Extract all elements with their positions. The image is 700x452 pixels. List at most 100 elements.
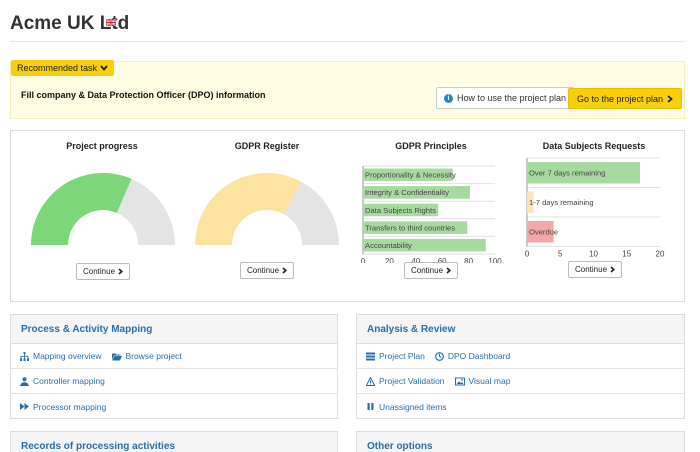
- uk-flag-icon: [106, 19, 116, 26]
- link-label: DPO Dashboard: [447, 351, 511, 361]
- how-to-use-project-plan-button[interactable]: i How to use the project plan: [436, 87, 575, 109]
- bar: [527, 162, 641, 184]
- bar-label: Over 7 days remaining: [529, 169, 605, 178]
- link-label: Mapping overview: [33, 351, 102, 361]
- bar: [363, 203, 439, 217]
- project-progress-filled-slice: [31, 173, 132, 245]
- continue-label: Continue: [83, 267, 116, 276]
- recommended-task-panel: Recommended task Fill company & Data Pro…: [10, 60, 685, 119]
- chevron-right-icon: [282, 267, 288, 274]
- image-icon: [454, 377, 465, 385]
- folder-open-icon: [111, 353, 122, 360]
- bar-label: Accountability: [365, 241, 412, 250]
- bar: [527, 221, 554, 243]
- panel-title: Process & Activity Mapping: [11, 315, 337, 344]
- x-tick-label: 20: [656, 250, 665, 259]
- bar: [527, 191, 534, 213]
- panel-row: Controller mapping: [11, 369, 337, 394]
- panel-row: Mapping overview Browse project: [11, 344, 337, 369]
- gdpr-register-remaining-slice: [283, 181, 339, 245]
- gdpr-register-continue-button[interactable]: Continue: [240, 262, 295, 279]
- other-options-panel: Other options: [356, 431, 685, 452]
- analysis-review-panel: Analysis & Review Project Plan DPO Dashb…: [356, 314, 685, 419]
- charts-panel: Project progress Continue GDPR Register …: [10, 130, 685, 302]
- bar-label: Overdue: [529, 228, 558, 237]
- link-label: Browse project: [125, 351, 182, 361]
- x-tick-label: 10: [589, 250, 598, 259]
- dpo-dashboard-link[interactable]: DPO Dashboard: [434, 351, 511, 361]
- records-of-processing-panel: Records of processing activities: [10, 431, 338, 452]
- x-tick-label: 80: [464, 257, 473, 263]
- bar-label: 1-7 days remaining: [529, 198, 594, 207]
- gdpr-register-filled-slice: [195, 173, 302, 245]
- dashboard-icon: [434, 351, 444, 361]
- browse-project-link[interactable]: Browse project: [111, 351, 182, 361]
- continue-label: Continue: [575, 265, 608, 274]
- chevron-right-icon: [610, 266, 616, 273]
- recommended-task-toggle[interactable]: Recommended task: [11, 60, 115, 76]
- go-to-project-plan-label: Go to the project plan: [577, 93, 664, 104]
- link-label: Visual map: [468, 376, 511, 386]
- bar-label: Proportionality & Necessity: [365, 171, 456, 180]
- chevron-down-icon: [100, 65, 108, 71]
- data-subjects-requests-title: Data Subjects Requests: [542, 141, 646, 151]
- link-label: Project Plan: [379, 351, 425, 361]
- bar: [363, 221, 468, 234]
- link-label: Unassigned items: [379, 401, 447, 412]
- controller-mapping-link[interactable]: Controller mapping: [20, 376, 105, 386]
- project-validation-link[interactable]: Project Validation: [366, 376, 445, 386]
- warning-icon: [366, 376, 375, 386]
- x-tick-label: 5: [558, 250, 563, 259]
- data-subjects-requests-chart: Over 7 days remaining 1-7 days remaining O…: [525, 157, 665, 259]
- link-label: Project Validation: [379, 376, 445, 386]
- panel-title: Analysis & Review: [357, 315, 684, 344]
- bar-label: Integrity & Confidentiality: [365, 188, 449, 197]
- panel-row: Project Plan DPO Dashboard: [357, 344, 684, 369]
- how-to-use-label: How to use the project plan: [457, 93, 567, 103]
- panel-row: Processor mapping: [11, 394, 337, 419]
- gdpr-principles-continue-button[interactable]: Continue: [404, 262, 459, 279]
- project-progress-remaining-slice: [116, 178, 175, 245]
- bar-label: Transfers to third countries: [365, 223, 455, 232]
- gdpr-register-title: GDPR Register: [234, 141, 300, 151]
- x-tick-label: 0: [361, 257, 366, 263]
- page-header: Acme UK Ltd: [10, 10, 685, 42]
- info-icon: i: [444, 93, 453, 103]
- x-tick-label: 0: [525, 250, 530, 259]
- visual-map-link[interactable]: Visual map: [454, 376, 511, 386]
- panel-title: Records of processing activities: [11, 432, 337, 452]
- continue-label: Continue: [247, 266, 280, 275]
- continue-label: Continue: [411, 266, 444, 275]
- unassigned-items-link[interactable]: Unassigned items: [366, 402, 447, 412]
- mapping-overview-link[interactable]: Mapping overview: [20, 351, 102, 361]
- project-progress-gauge: [31, 173, 175, 245]
- processor-mapping-link[interactable]: Processor mapping: [20, 402, 106, 412]
- data-subjects-requests-continue-button[interactable]: Continue: [568, 261, 623, 278]
- chevron-right-icon: [446, 267, 452, 274]
- panel-title: Other options: [357, 432, 684, 452]
- list-icon: [366, 352, 375, 360]
- x-tick-label: 100: [488, 257, 502, 263]
- bar: [363, 168, 453, 182]
- pause-icon: [367, 403, 374, 410]
- recommended-task-text: Fill company & Data Protection Officer (…: [21, 90, 266, 100]
- panel-row: Unassigned items: [357, 394, 684, 419]
- project-progress-continue-button[interactable]: Continue: [76, 263, 131, 280]
- bar-label: Data Subjects Rights: [365, 206, 436, 215]
- gdpr-register-gauge: [195, 173, 339, 245]
- x-tick-label: 15: [622, 250, 631, 259]
- gdpr-principles-title: GDPR Principles: [395, 141, 467, 151]
- x-tick-label: 60: [438, 257, 447, 263]
- bar: [363, 186, 470, 199]
- x-tick-label: 20: [385, 257, 394, 263]
- panel-row: Project Validation Visual map: [357, 369, 684, 394]
- bar: [363, 238, 486, 252]
- company-name: Acme UK Ltd: [10, 13, 130, 34]
- project-plan-link[interactable]: Project Plan: [366, 351, 425, 361]
- chevron-right-icon: [118, 268, 124, 275]
- chevron-right-icon: [667, 94, 673, 103]
- x-tick-label: 40: [411, 257, 420, 263]
- recommended-task-label: Recommended task: [17, 63, 98, 73]
- controller-icon: [20, 376, 29, 386]
- go-to-project-plan-button[interactable]: Go to the project plan: [568, 88, 683, 109]
